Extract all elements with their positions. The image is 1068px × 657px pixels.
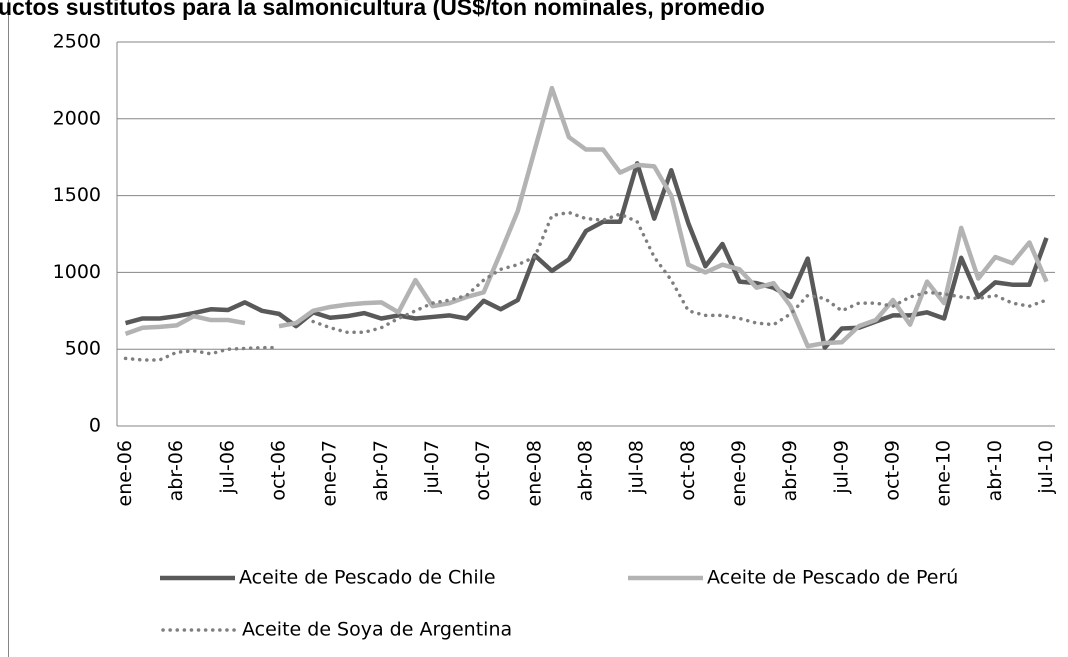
x-tick-label: jul-06 — [216, 440, 238, 495]
x-tick-label: oct-09 — [881, 440, 903, 501]
y-tick-label: 0 — [89, 415, 101, 437]
x-tick-label: abr-06 — [165, 440, 187, 501]
y-tick-label: 2000 — [53, 107, 101, 129]
legend-label: Aceite de Soya de Argentina — [242, 619, 512, 641]
legend-label: Aceite de Pescado de Perú — [707, 567, 958, 589]
x-tick-label: ene-06 — [114, 440, 136, 506]
x-tick-label: abr-09 — [779, 440, 801, 501]
x-tick-label: oct-07 — [472, 440, 494, 501]
x-tick-label: ene-07 — [319, 440, 341, 506]
x-tick-label: oct-06 — [268, 440, 290, 501]
x-tick-label: oct-08 — [677, 440, 699, 501]
series-line — [124, 161, 1049, 350]
x-tick-label: jul-08 — [626, 440, 648, 495]
x-tick-label: jul-10 — [1035, 440, 1057, 495]
y-tick-label: 1000 — [53, 261, 101, 283]
legend-label: Aceite de Pescado de Chile — [239, 567, 496, 589]
series-line — [124, 85, 1049, 349]
x-tick-label: abr-10 — [984, 440, 1006, 501]
x-tick-label: abr-08 — [575, 440, 597, 501]
chart-title: uctos sustitutos para la salmonicultura … — [0, 0, 765, 20]
x-tick-label: ene-10 — [933, 440, 955, 506]
y-tick-label: 500 — [65, 338, 101, 360]
y-tick-label: 1500 — [53, 184, 101, 206]
x-tick-label: abr-07 — [370, 440, 392, 501]
x-tick-label: ene-09 — [728, 440, 750, 506]
series-line — [123, 210, 1049, 362]
x-tick-label: jul-07 — [421, 440, 443, 495]
y-tick-label: 2500 — [53, 31, 101, 53]
x-tick-label: jul-09 — [830, 440, 852, 495]
x-tick-label: ene-08 — [523, 440, 545, 506]
